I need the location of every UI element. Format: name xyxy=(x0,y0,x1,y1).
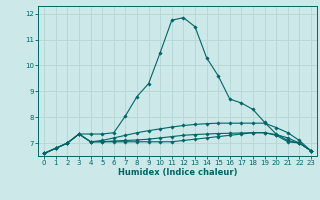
X-axis label: Humidex (Indice chaleur): Humidex (Indice chaleur) xyxy=(118,168,237,177)
